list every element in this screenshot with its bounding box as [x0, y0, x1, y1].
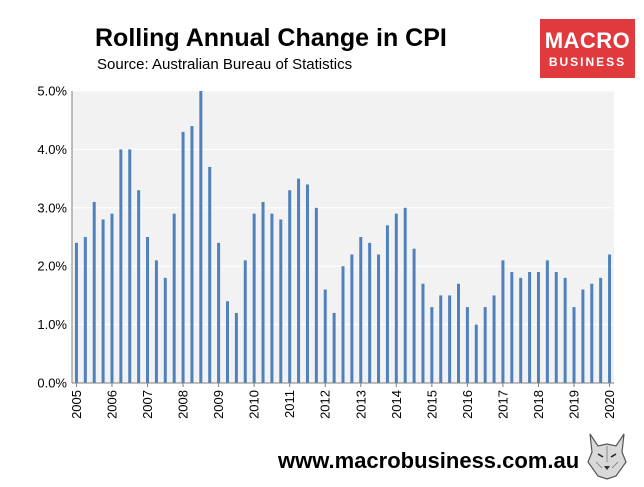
bar	[252, 213, 256, 383]
x-tick-labels: 2005 2006 2007 2008 2009 2010 2011 2012 2013 2014…	[69, 383, 617, 419]
x-tick-label: 2012	[318, 390, 333, 419]
bar	[412, 248, 416, 383]
bar	[190, 126, 194, 383]
bar	[279, 219, 283, 383]
macrobusiness-logo[interactable]: MACRO BUSINESS	[540, 19, 635, 78]
bar	[492, 295, 496, 383]
bar	[110, 213, 114, 383]
bar	[154, 260, 158, 383]
bar	[581, 289, 585, 383]
bar	[341, 266, 345, 383]
bar	[225, 301, 229, 383]
bar	[314, 207, 318, 383]
bar	[305, 184, 309, 383]
bar	[457, 283, 461, 383]
x-tick-label: 2010	[247, 390, 262, 419]
x-tick-label: 2016	[460, 390, 475, 419]
x-tick-label: 2013	[353, 390, 368, 419]
bar	[448, 295, 452, 383]
bar	[199, 91, 203, 383]
bar	[510, 272, 514, 383]
x-tick-label: 2020	[602, 390, 617, 419]
x-tick-label: 2005	[69, 390, 84, 419]
x-tick-label: 2011	[282, 390, 297, 418]
x-tick-label: 2014	[389, 390, 404, 419]
bar	[421, 283, 425, 383]
y-tick-label: 5.0%	[37, 84, 67, 99]
chart-subtitle: Source: Australian Bureau of Statistics	[97, 56, 353, 73]
x-tick-label: 2017	[495, 390, 510, 419]
y-tick-label: 0.0%	[37, 376, 67, 391]
bar	[377, 254, 381, 383]
bar	[261, 201, 265, 383]
bar	[536, 272, 540, 383]
wolf-icon	[587, 433, 627, 480]
logo-line-2: BUSINESS	[548, 55, 627, 69]
bar	[394, 213, 398, 383]
bar	[403, 207, 407, 383]
y-tick-label: 2.0%	[37, 259, 67, 274]
bar	[92, 201, 96, 383]
bar	[323, 289, 327, 383]
bar	[163, 277, 167, 383]
bar	[608, 254, 612, 383]
bar	[288, 190, 292, 383]
bar	[217, 242, 221, 383]
x-tick-label: 2006	[104, 390, 119, 419]
bar	[519, 277, 523, 383]
bar	[172, 213, 176, 383]
bar	[234, 312, 238, 383]
bar	[385, 225, 389, 383]
bar	[137, 190, 141, 383]
bar	[545, 260, 549, 383]
bar	[501, 260, 505, 383]
bar	[101, 219, 105, 383]
bar	[439, 295, 443, 383]
bar	[563, 277, 567, 383]
bar	[208, 166, 212, 383]
bar	[483, 307, 487, 383]
bar	[243, 260, 247, 383]
website-url[interactable]: www.macrobusiness.com.au	[278, 448, 580, 473]
x-tick-label: 2018	[531, 390, 546, 419]
y-tick-labels: 0.0% 1.0% 2.0% 3.0% 4.0% 5.0%	[37, 84, 67, 391]
x-tick-label: 2019	[567, 390, 582, 419]
bar	[297, 178, 301, 383]
bar	[119, 149, 123, 383]
bar	[83, 237, 87, 383]
bar	[332, 312, 336, 383]
bar	[430, 307, 434, 383]
x-tick-label: 2015	[424, 390, 439, 419]
bar	[599, 277, 603, 383]
y-tick-label: 1.0%	[37, 317, 67, 332]
bar	[554, 272, 558, 383]
bar	[368, 242, 372, 383]
bar	[270, 213, 274, 383]
bars	[74, 91, 612, 383]
bar	[572, 307, 576, 383]
y-tick-label: 3.0%	[37, 200, 67, 215]
bar	[350, 254, 354, 383]
x-tick-label: 2009	[211, 390, 226, 419]
bar	[74, 242, 78, 383]
logo-line-1: MACRO	[544, 28, 631, 53]
x-tick-label: 2008	[176, 390, 191, 419]
bar	[128, 149, 132, 383]
bar	[359, 237, 363, 383]
bar	[474, 324, 478, 383]
bar	[528, 272, 532, 383]
y-tick-label: 4.0%	[37, 142, 67, 157]
chart-title: Rolling Annual Change in CPI	[95, 24, 447, 52]
bar	[590, 283, 594, 383]
bar	[181, 131, 185, 383]
bar	[146, 237, 150, 383]
x-tick-label: 2007	[140, 390, 155, 419]
bar	[465, 307, 469, 383]
